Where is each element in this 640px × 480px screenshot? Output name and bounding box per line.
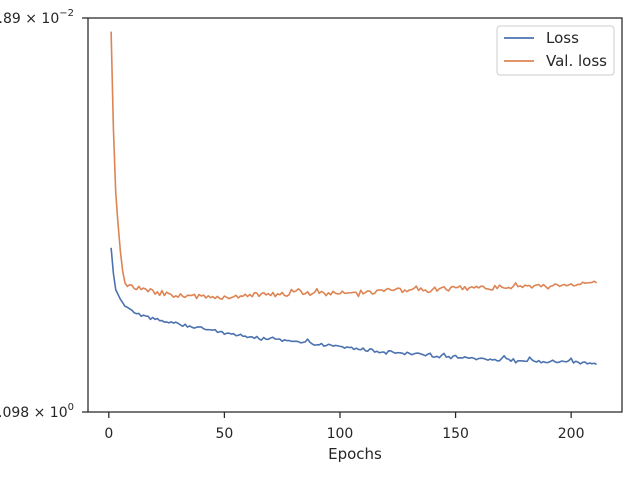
y-tick-label-bottom: 5.098 × 100: [0, 402, 74, 421]
y-tick-label-bottom-base: 5.098 × 10: [0, 405, 68, 421]
y-tick-label-top-base: 8.89 × 10: [0, 11, 59, 27]
x-tick-label: 150: [442, 426, 469, 442]
series-line-val-loss: [110, 31, 598, 300]
x-tick-label: 100: [327, 426, 354, 442]
y-axis: 8.89 × 10−2 5.098 × 100: [0, 8, 88, 421]
series-layer: [110, 31, 598, 366]
y-tick-label-bottom-exponent: 0: [68, 402, 74, 413]
y-tick-label-top-exponent: −2: [59, 8, 74, 19]
legend-label-val-loss: Val. loss: [546, 52, 607, 70]
legend: Loss Val. loss: [496, 25, 615, 76]
series-line-loss: [110, 247, 597, 366]
x-tick-label: 0: [104, 426, 113, 442]
x-axis-label: Epochs: [328, 445, 382, 463]
plot-area: [87, 17, 623, 413]
x-axis: 0 50 100 150 200: [104, 412, 585, 442]
y-tick-label-top: 8.89 × 10−2: [0, 8, 74, 27]
x-tick-label: 50: [215, 426, 233, 442]
plot-frame: [87, 17, 623, 413]
x-tick-label: 200: [558, 426, 585, 442]
legend-label-loss: Loss: [546, 29, 579, 47]
